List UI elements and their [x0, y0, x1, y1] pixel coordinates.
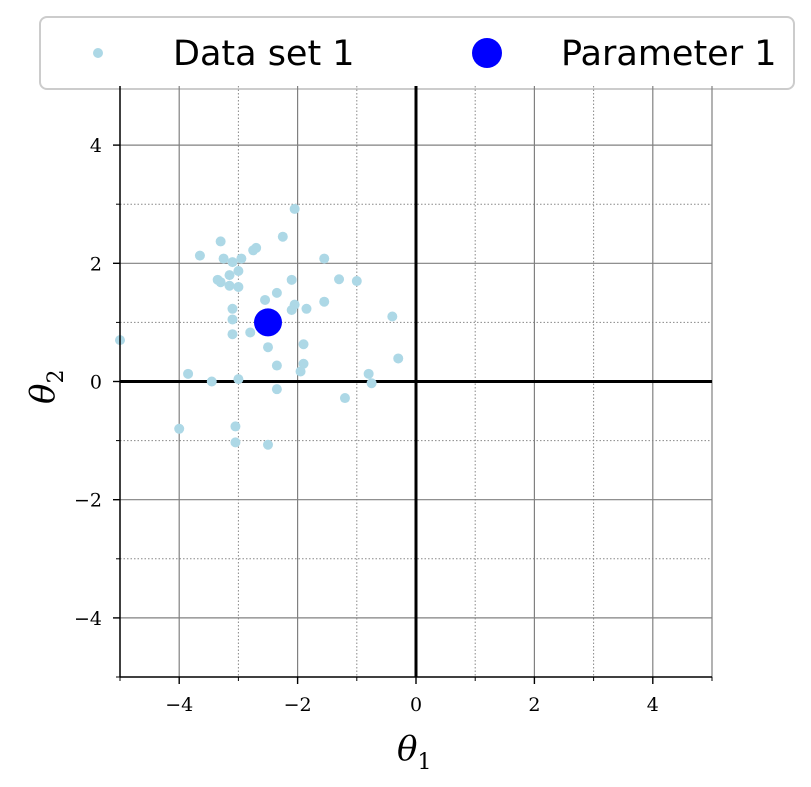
x-tick-label: −2: [284, 694, 312, 716]
y-tick-labels: 4 2 0 −2 −4: [74, 135, 102, 630]
svg-text:θ2: θ2: [23, 370, 69, 404]
y-axis-title-symbol: θ: [23, 384, 63, 404]
data-point: [351, 276, 362, 287]
x-tick-label: 2: [528, 694, 540, 716]
data-point: [194, 250, 205, 261]
x-tick-labels: −4 −2 0 2 4: [165, 694, 659, 716]
y-axis-title: θ2: [23, 370, 69, 404]
data-point: [286, 304, 297, 315]
data-point: [366, 378, 377, 389]
legend-marker-parameter-1: [472, 38, 502, 68]
data-point: [387, 311, 398, 322]
data-point: [245, 327, 256, 338]
data-point: [174, 423, 185, 434]
data-point: [277, 231, 288, 242]
data-point: [319, 253, 330, 264]
data-point: [298, 339, 309, 350]
data-point: [227, 314, 238, 325]
data-point: [206, 376, 217, 387]
y-tick-label: 0: [90, 372, 102, 394]
data-point: [363, 368, 374, 379]
data-point: [289, 203, 300, 214]
data-point: [230, 437, 241, 448]
data-point: [298, 358, 309, 369]
y-tick-label: −4: [74, 608, 102, 630]
data-point: [271, 384, 282, 395]
data-point: [263, 342, 273, 353]
zero-axes: [120, 86, 712, 677]
data-point: [227, 303, 238, 314]
data-point: [334, 274, 345, 285]
data-points: [115, 203, 404, 450]
data-point: [295, 366, 306, 377]
data-point: [301, 303, 312, 314]
data-point: [215, 236, 226, 247]
y-tick-label: 2: [90, 253, 102, 275]
data-point: [263, 439, 273, 450]
data-point: [233, 374, 244, 385]
legend: Data set 1 Parameter 1: [39, 16, 795, 90]
data-point: [339, 393, 350, 404]
data-point: [224, 270, 235, 281]
legend-label-parameter-1: Parameter 1: [561, 34, 777, 74]
x-axis-title: θ1: [397, 729, 431, 775]
legend-label-data-set-1: Data set 1: [173, 34, 355, 74]
data-point: [230, 421, 241, 432]
data-point: [251, 242, 262, 253]
svg-text:θ1: θ1: [397, 729, 431, 775]
y-axis-title-subscript: 2: [44, 370, 69, 384]
data-point: [260, 294, 271, 305]
data-point: [224, 280, 235, 291]
x-tick-label: −4: [165, 694, 193, 716]
data-point: [215, 277, 226, 288]
data-point: [227, 257, 238, 268]
data-point: [218, 253, 229, 264]
data-point: [286, 274, 297, 285]
parameter-point: [254, 308, 282, 337]
x-axis-title-symbol: θ: [397, 729, 417, 769]
data-point: [236, 253, 247, 264]
y-tick-label: 4: [90, 135, 102, 157]
x-axis-title-subscript: 1: [417, 750, 431, 775]
x-tick-label: 4: [647, 694, 659, 716]
data-point: [233, 265, 244, 276]
tick-marks: [113, 144, 713, 684]
data-point: [233, 281, 244, 292]
data-point: [271, 287, 282, 298]
data-point: [319, 296, 330, 307]
x-tick-label: 0: [410, 694, 422, 716]
legend-marker-data-set-1: [93, 48, 103, 58]
data-point: [227, 329, 238, 340]
data-point: [183, 368, 194, 379]
data-point: [271, 360, 282, 371]
data-point: [393, 353, 404, 364]
y-tick-label: −2: [74, 490, 102, 512]
